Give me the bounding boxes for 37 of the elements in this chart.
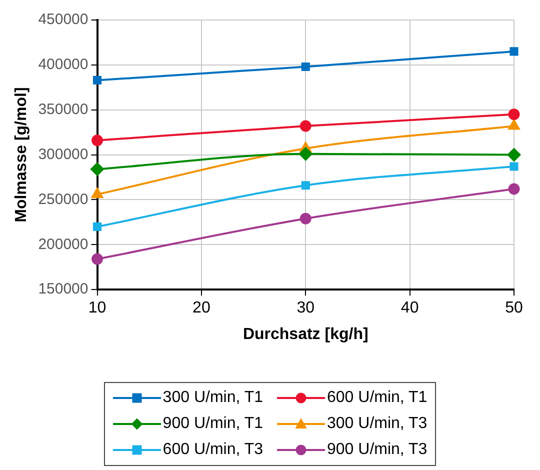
point bbox=[92, 76, 102, 84]
point bbox=[301, 62, 310, 72]
point bbox=[508, 119, 520, 130]
y-tick-label: 350000 bbox=[38, 101, 88, 118]
x-tick-label: 20 bbox=[192, 300, 210, 317]
x-tick-label: 10 bbox=[88, 300, 106, 317]
legend-label: 600 U/min, T3 bbox=[162, 441, 263, 459]
point bbox=[92, 253, 104, 265]
point bbox=[91, 188, 104, 198]
point bbox=[90, 162, 104, 176]
x-tick-label: 30 bbox=[296, 300, 315, 317]
point bbox=[510, 162, 518, 171]
point bbox=[300, 212, 312, 224]
point bbox=[92, 134, 104, 146]
point bbox=[508, 108, 520, 120]
x-tick-label: 40 bbox=[400, 300, 419, 317]
y-tick-label: 300000 bbox=[38, 146, 88, 163]
x-tick-label: 50 bbox=[505, 300, 523, 317]
point bbox=[298, 147, 312, 161]
point bbox=[92, 222, 102, 231]
y-tick-label: 200000 bbox=[38, 236, 88, 253]
point bbox=[510, 47, 518, 56]
point bbox=[300, 120, 312, 132]
y-tick-label: 400000 bbox=[38, 56, 88, 74]
y-tick-label: 150000 bbox=[38, 280, 88, 298]
y-tick-label: 450000 bbox=[38, 11, 88, 28]
legend-label: 900 U/min, T3 bbox=[327, 441, 428, 459]
point bbox=[507, 148, 521, 162]
legend-label: 300 U/min, T1 bbox=[162, 389, 263, 407]
legend-label: 300 U/min, T3 bbox=[327, 415, 428, 433]
y-tick-label: 250000 bbox=[38, 190, 88, 208]
y-axis-title: Molmasse [g/mol] bbox=[13, 87, 30, 222]
point bbox=[301, 181, 310, 190]
x-axis-title: Durchsatz [kg/h] bbox=[242, 326, 368, 343]
legend-label: 600 U/min, T1 bbox=[327, 389, 428, 407]
point bbox=[508, 183, 520, 195]
legend-label: 900 U/min, T1 bbox=[162, 415, 263, 433]
